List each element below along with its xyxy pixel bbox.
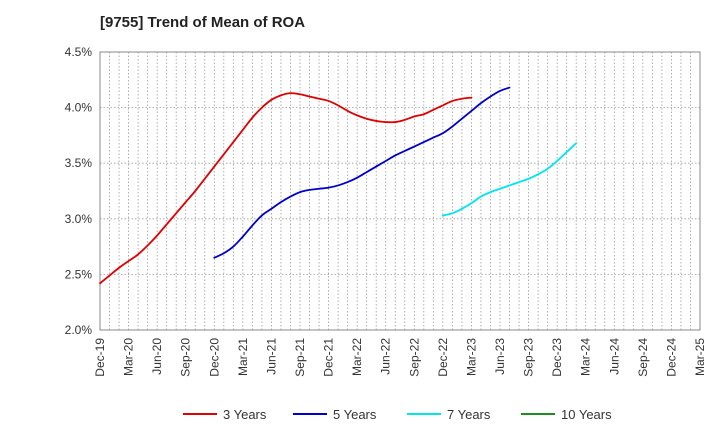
series-line-3-years	[99, 92, 473, 285]
y-tick-label: 4.5%	[65, 45, 93, 59]
x-tick-label: Dec-22	[436, 338, 450, 377]
y-axis-tick-labels: 2.0% 2.5% 3.0% 3.5% 4.0% 4.5%	[65, 45, 93, 337]
x-tick-label: Jun-24	[607, 338, 621, 375]
x-tick-label: Sep-22	[407, 338, 421, 377]
x-tick-label: Mar-21	[236, 338, 250, 376]
x-tick-label: Jun-20	[150, 338, 164, 375]
x-tick-label: Mar-23	[464, 338, 478, 376]
x-tick-label: Mar-24	[579, 338, 593, 376]
legend-label: 10 Years	[561, 407, 612, 422]
x-tick-label: Mar-20	[122, 338, 136, 376]
x-tick-label: Sep-23	[522, 338, 536, 377]
series-line-7-years	[441, 142, 578, 217]
x-tick-label: Dec-20	[207, 338, 221, 377]
x-tick-label: Dec-21	[322, 338, 336, 377]
x-tick-label: Jun-22	[379, 338, 393, 375]
legend-label: 3 Years	[223, 407, 267, 422]
y-tick-label: 3.0%	[65, 212, 93, 226]
x-tick-label: Sep-24	[636, 338, 650, 377]
legend-label: 5 Years	[333, 407, 377, 422]
x-axis-tick-labels: Dec-19 Mar-20 Jun-20 Sep-20 Dec-20 Mar-21 Jun-…	[93, 338, 707, 377]
y-tick-label: 2.5%	[65, 267, 93, 281]
legend-label: 7 Years	[447, 407, 491, 422]
y-tick-label: 2.0%	[65, 323, 93, 337]
x-tick-label: Dec-24	[664, 338, 678, 377]
series-lines	[99, 86, 578, 285]
y-tick-label: 4.0%	[65, 101, 93, 115]
x-tick-label: Sep-21	[293, 338, 307, 377]
grid-lines	[100, 52, 700, 330]
y-tick-label: 3.5%	[65, 156, 93, 170]
x-tick-label: Mar-22	[350, 338, 364, 376]
x-tick-label: Sep-20	[179, 338, 193, 377]
x-tick-label: Dec-19	[93, 338, 107, 377]
x-tick-label: Dec-23	[550, 338, 564, 377]
legend: 3 Years 5 Years 7 Years 10 Years	[183, 407, 612, 422]
x-tick-label: Mar-25	[693, 338, 707, 376]
plot-area-border	[99, 51, 701, 331]
chart-title: [9755] Trend of Mean of ROA	[100, 14, 306, 31]
series-line-5-years	[213, 86, 511, 259]
x-tick-label: Jun-23	[493, 338, 507, 375]
x-tick-label: Jun-21	[264, 338, 278, 375]
